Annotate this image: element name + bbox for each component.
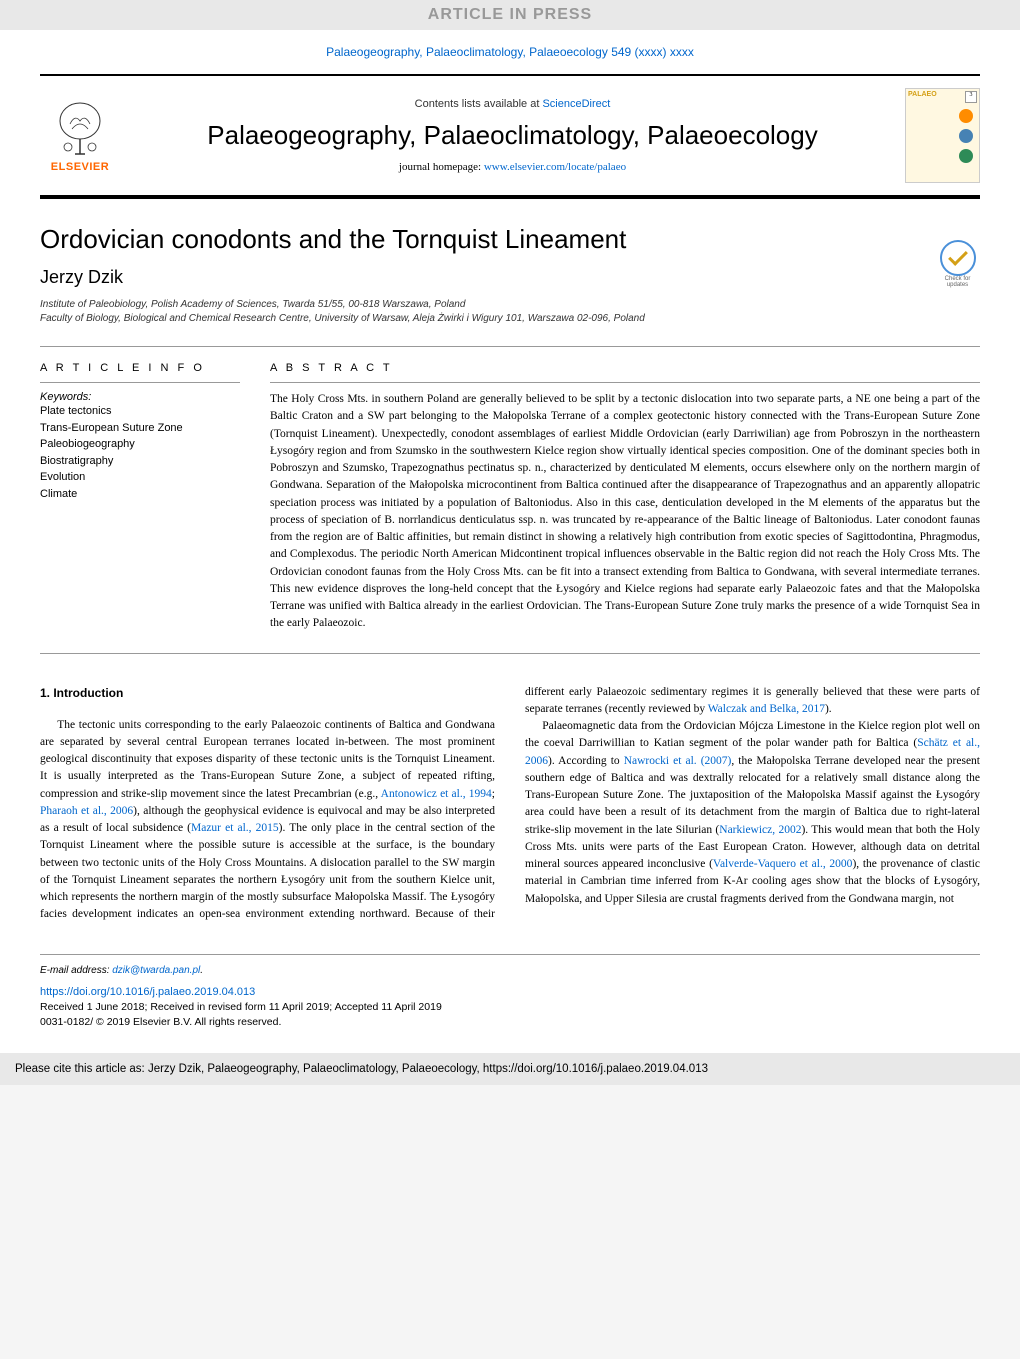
publisher-logo: ELSEVIER: [40, 91, 120, 181]
publisher-name: ELSEVIER: [51, 161, 109, 173]
copyright-line: 0031-0182/ © 2019 Elsevier B.V. All righ…: [40, 1016, 980, 1028]
cover-dot: [959, 129, 973, 143]
cover-dot: [959, 149, 973, 163]
keyword-item: Plate tectonics: [40, 403, 240, 420]
cover-dot: [959, 109, 973, 123]
check-updates-badge[interactable]: Check for updates: [935, 240, 980, 285]
citation-link[interactable]: Walczak and Belka, 2017: [708, 703, 825, 715]
dates-line: Received 1 June 2018; Received in revise…: [40, 1001, 980, 1013]
journal-title: Palaeogeography, Palaeoclimatology, Pala…: [120, 120, 905, 151]
abstract-text: The Holy Cross Mts. in southern Poland a…: [270, 391, 980, 633]
keyword-item: Trans-European Suture Zone: [40, 420, 240, 437]
author-name: Jerzy Dzik: [40, 267, 980, 288]
doi-link[interactable]: https://doi.org/10.1016/j.palaeo.2019.04…: [40, 986, 255, 998]
citation-link[interactable]: Valverde-Vaquero et al., 2000: [713, 858, 853, 870]
body-paragraph: Palaeomagnetic data from the Ordovician …: [525, 718, 980, 908]
citation-link[interactable]: Narkiewicz, 2002: [719, 824, 801, 836]
keyword-item: Climate: [40, 486, 240, 503]
divider: [40, 382, 240, 383]
citation-link[interactable]: Nawrocki et al. (2007): [624, 755, 732, 767]
article-title: Ordovician conodonts and the Tornquist L…: [40, 224, 980, 255]
keywords-label: Keywords:: [40, 391, 240, 403]
keyword-item: Biostratigraphy: [40, 453, 240, 470]
journal-cover-thumbnail: PALAEO 3: [905, 88, 980, 183]
article-footer: E-mail address: dzik@twarda.pan.pl. http…: [40, 954, 980, 1028]
elsevier-tree-icon: [50, 99, 110, 159]
divider: [40, 346, 980, 347]
journal-header: ELSEVIER Contents lists available at Sci…: [40, 74, 980, 199]
checkmark-icon: [948, 246, 968, 266]
citation-link[interactable]: Mazur et al., 2015: [191, 822, 279, 834]
abstract-heading: A B S T R A C T: [270, 362, 980, 374]
contents-available-line: Contents lists available at ScienceDirec…: [120, 98, 905, 110]
section-heading: 1. Introduction: [40, 684, 495, 702]
keyword-item: Evolution: [40, 469, 240, 486]
journal-homepage-line: journal homepage: www.elsevier.com/locat…: [120, 161, 905, 173]
author-email-link[interactable]: dzik@twarda.pan.pl: [112, 965, 200, 976]
divider: [40, 653, 980, 654]
citation-link[interactable]: Pharaoh et al., 2006: [40, 805, 133, 817]
body-text: 1. Introduction The tectonic units corre…: [40, 684, 980, 924]
article-in-press-banner: ARTICLE IN PRESS: [0, 0, 1020, 30]
sciencedirect-link[interactable]: ScienceDirect: [542, 98, 610, 110]
keywords-list: Plate tectonicsTrans-European Suture Zon…: [40, 403, 240, 502]
journal-homepage-link[interactable]: www.elsevier.com/locate/palaeo: [484, 161, 626, 173]
author-affiliations: Institute of Paleobiology, Polish Academ…: [40, 298, 980, 326]
journal-reference: Palaeogeography, Palaeoclimatology, Pala…: [40, 45, 980, 59]
keyword-item: Paleobiogeography: [40, 436, 240, 453]
divider: [270, 382, 980, 383]
citation-link[interactable]: Antonowicz et al., 1994: [381, 788, 492, 800]
citation-banner: Please cite this article as: Jerzy Dzik,…: [0, 1053, 1020, 1085]
article-info-heading: A R T I C L E I N F O: [40, 362, 240, 374]
